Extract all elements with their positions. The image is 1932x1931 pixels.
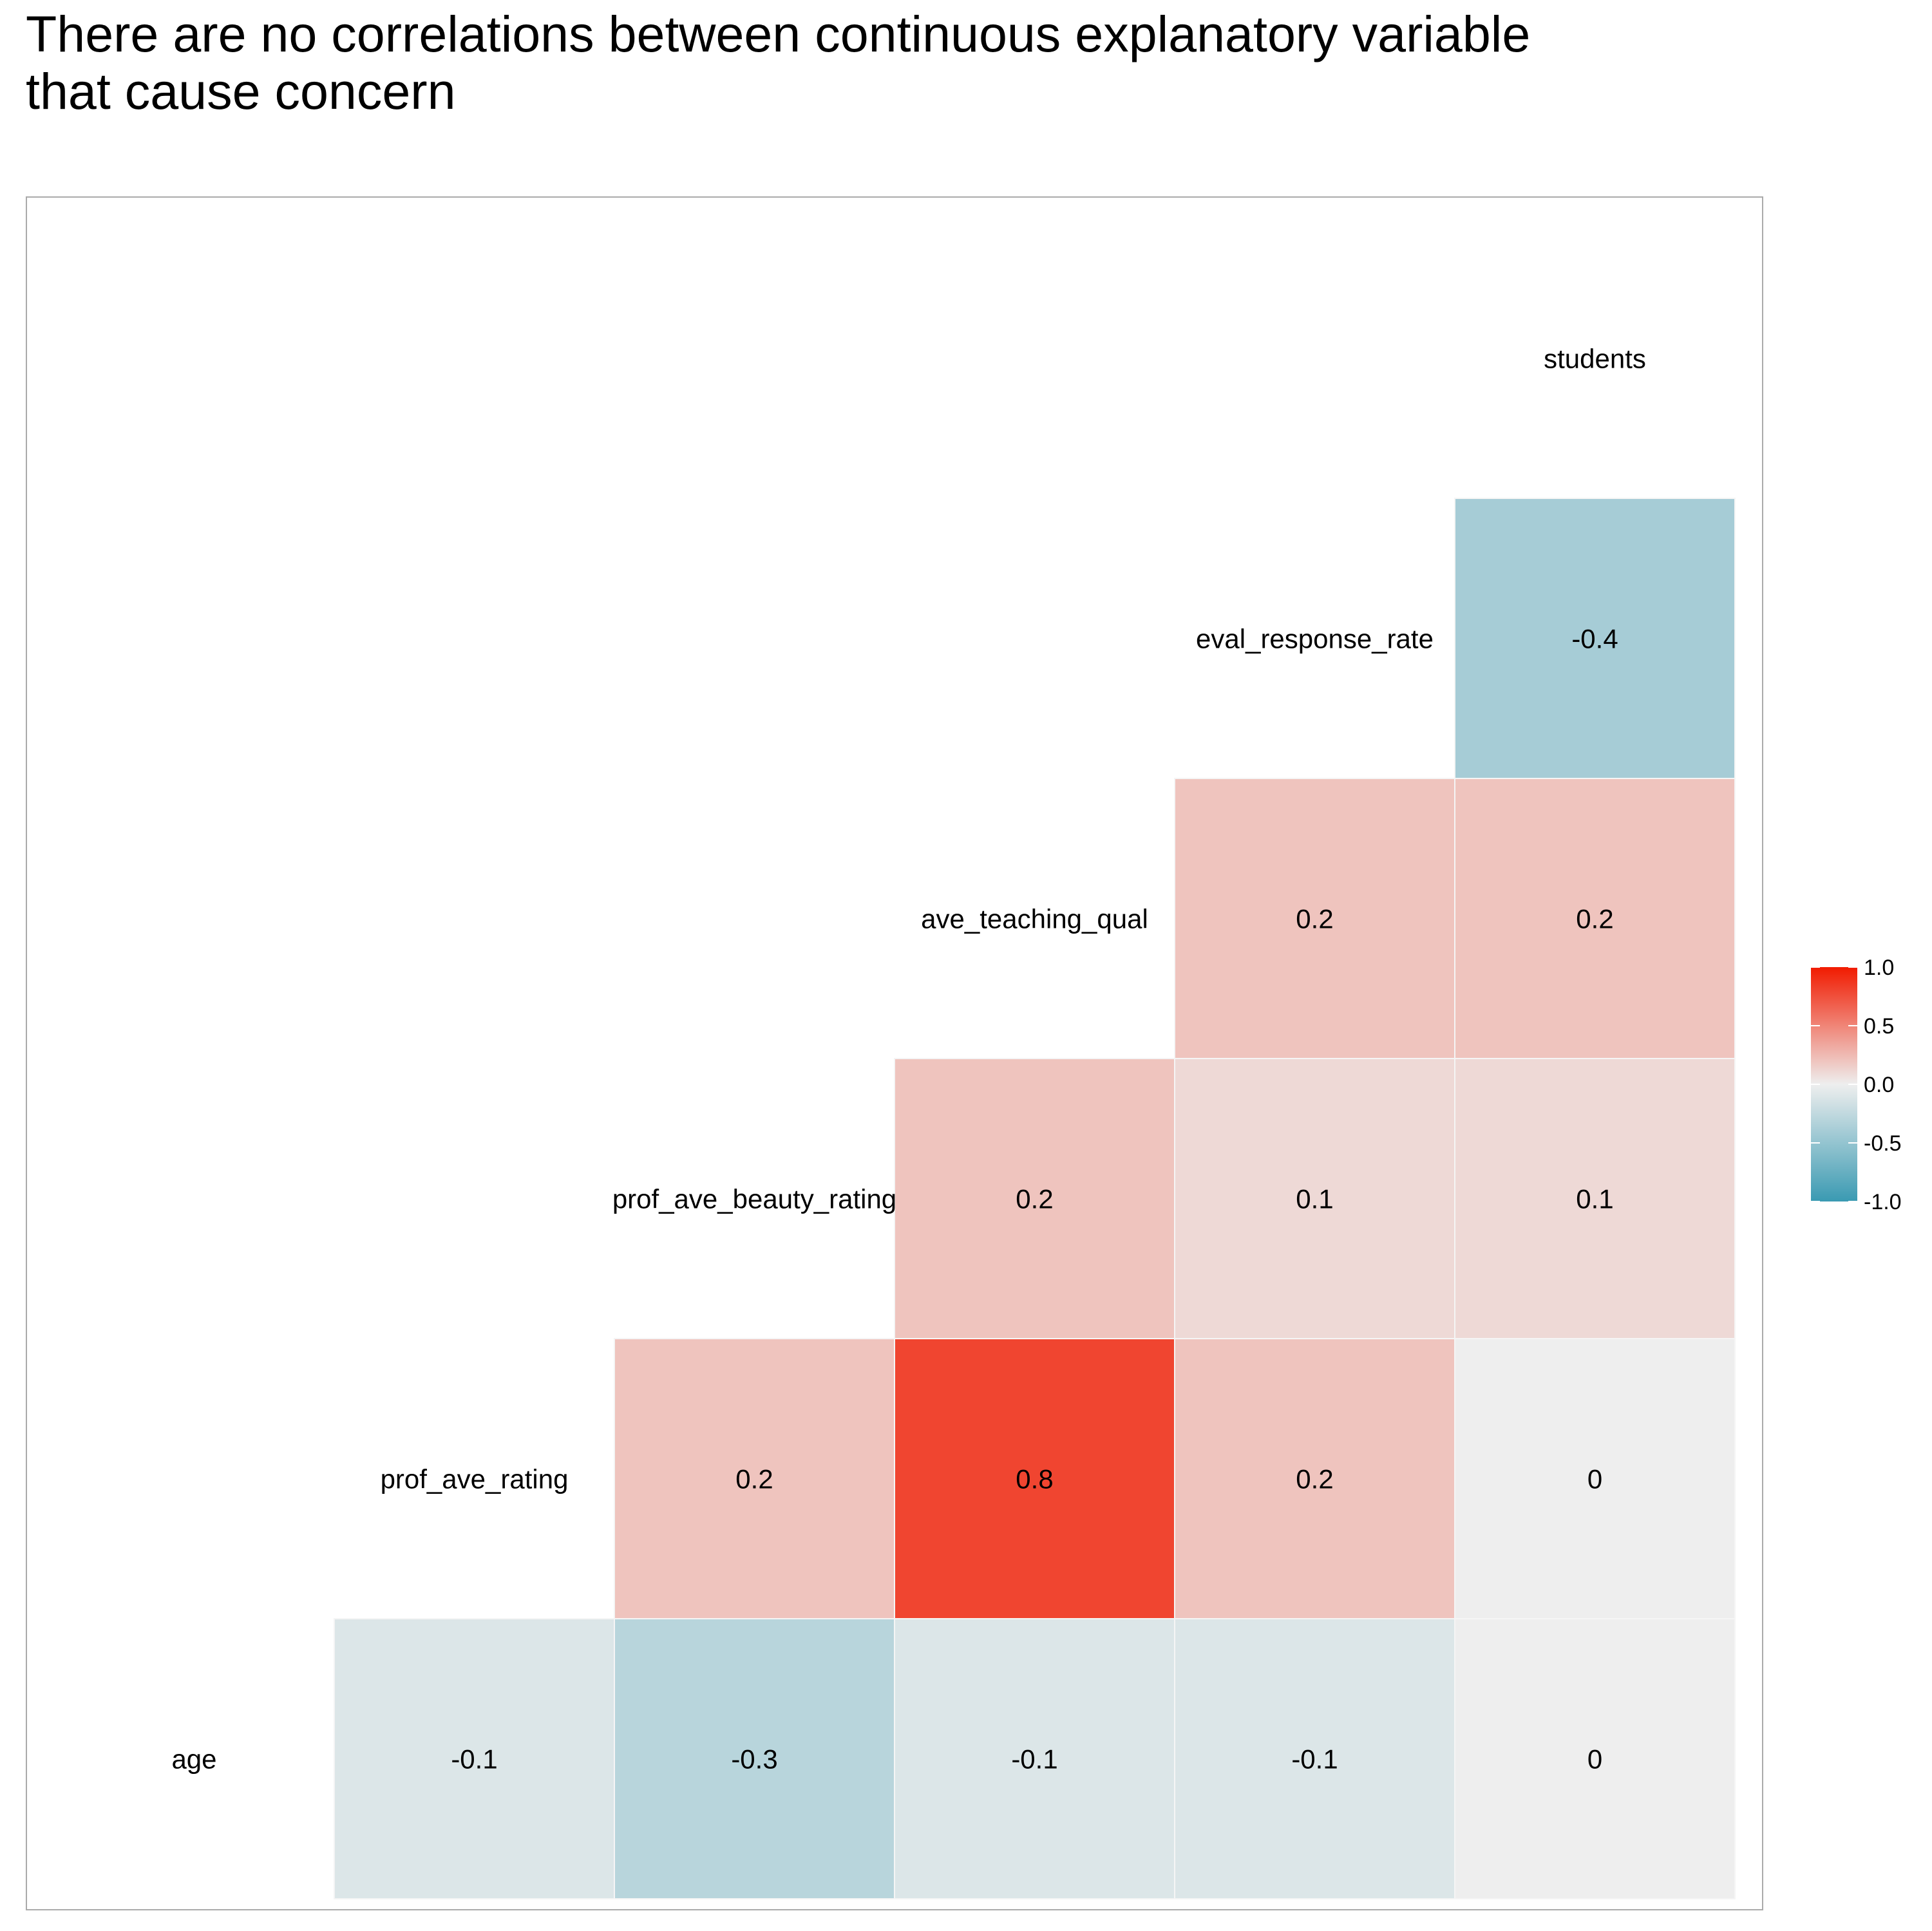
tile-value-label: 0.2 [1296,904,1333,934]
variable-label-prof_ave_beauty_rating: prof_ave_beauty_rating [612,1184,896,1214]
tile-value-label: 0 [1587,1464,1602,1494]
heatmap-tile-prof_ave_beauty_rating-students [1454,1058,1736,1339]
heatmap-tile-prof_ave_rating-prof_ave_beauty_rating [614,1338,895,1619]
tile-value-label: -0.4 [1571,624,1618,654]
tile-value-label: 0.2 [1016,1184,1053,1214]
heatmap-tile-prof_ave_rating-ave_teaching_qual [894,1338,1175,1619]
tile-value-label: 0.1 [1296,1184,1333,1214]
tile-value-label: 0.2 [1296,1464,1333,1494]
heatmap-tile-prof_ave_rating-students [1454,1338,1736,1619]
variable-label-ave_teaching_qual: ave_teaching_qual [921,904,1148,934]
heatmap-tile-ave_teaching_qual-eval_response_rate [1174,778,1455,1059]
legend-tick-label: 1.0 [1864,956,1894,980]
variable-labels-group: age prof_ave_rating prof_ave_beauty_rating… [171,344,1645,1775]
heatmap-tile-prof_ave_rating-eval_response_rate [1174,1338,1455,1619]
variable-label-age: age [171,1744,216,1775]
tile-value-label: 0.8 [1016,1464,1053,1494]
tile-value-label: -0.1 [451,1744,497,1775]
heatmap-tile-prof_ave_beauty_rating-eval_response_rate [1174,1058,1455,1339]
legend-tick-label: -1.0 [1864,1190,1902,1214]
tile-value-label: -0.1 [1291,1744,1338,1775]
variable-label-eval_response_rate: eval_response_rate [1196,624,1434,654]
heatmap-tile-age-eval_response_rate [1174,1618,1455,1899]
tile-value-label: -0.1 [1011,1744,1057,1775]
legend-tick-label: 0.5 [1864,1014,1894,1039]
heatmap-tile-eval_response_rate-students [1454,498,1736,779]
chart-title-line-1: There are no correlations between contin… [26,5,1531,62]
legend-tick-label: 0.0 [1864,1073,1894,1097]
heatmap-tile-age-students [1454,1618,1736,1899]
tile-value-label: 0.2 [735,1464,773,1494]
tile-value-label: 0 [1587,1744,1602,1775]
heatmap-tile-prof_ave_beauty_rating-ave_teaching_qual [894,1058,1175,1339]
variable-label-prof_ave_rating: prof_ave_rating [381,1464,569,1494]
tile-value-label: -0.3 [731,1744,777,1775]
tiles-group [334,498,1736,1899]
legend-tick-label: -0.5 [1864,1131,1902,1156]
heatmap-tile-age-prof_ave_beauty_rating [614,1618,895,1899]
chart-title: There are no correlations between contin… [26,5,1765,120]
tile-labels-group: -0.1 -0.3 -0.1 -0.1 0 0.2 0.8 0.2 0 0.2 0.1 0.1 0.2 0… [451,624,1618,1775]
variable-label-students: students [1544,344,1646,374]
legend: 1.0 0.5 0.0 -0.5 -1.0 [1811,956,1902,1214]
heatmap-tile-ave_teaching_qual-students [1454,778,1736,1059]
tile-value-label: 0.2 [1576,904,1613,934]
chart-title-line-2: that cause concern [26,62,456,120]
tile-value-label: 0.1 [1576,1184,1613,1214]
